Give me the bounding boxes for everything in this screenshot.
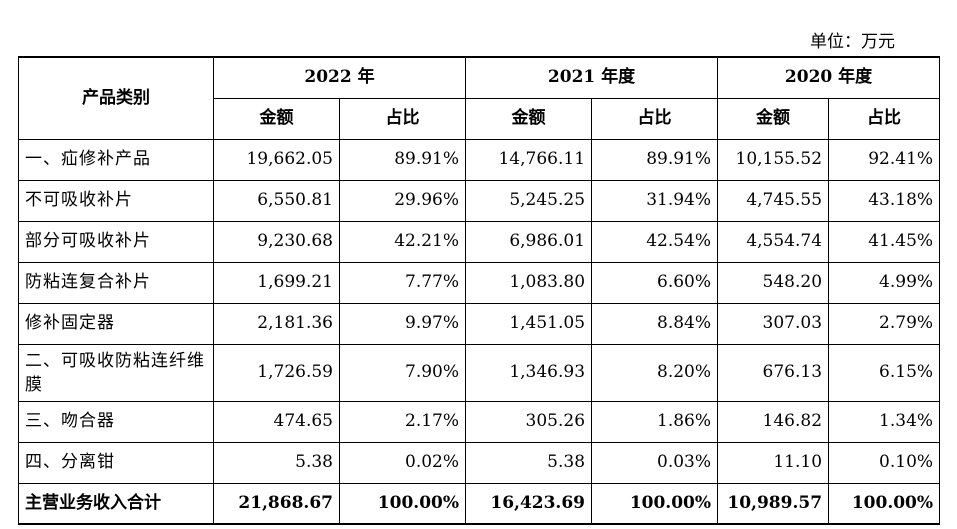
cell-ratio-2020: 92.41% <box>828 138 941 181</box>
cell-amount-2022: 5.38 <box>213 441 340 484</box>
header-amount: 金额 <box>465 97 593 140</box>
table-row: 三、吻合器 474.65 2.17% 305.26 1.86% 146.82 1… <box>18 400 941 443</box>
cell-amount-2021: 1,083.80 <box>465 261 593 304</box>
header-amount: 金额 <box>717 97 830 140</box>
row-category: 防粘连复合补片 <box>18 261 214 304</box>
total-amount-2021: 16,423.69 <box>465 482 593 525</box>
total-ratio-2022: 100.00% <box>338 482 467 525</box>
row-category: 修补固定器 <box>18 302 214 345</box>
header-ratio: 占比 <box>591 97 719 140</box>
cell-amount-2021: 305.26 <box>465 400 593 443</box>
cell-ratio-2022: 42.21% <box>338 220 467 263</box>
table-row: 不可吸收补片 6,550.81 29.96% 5,245.25 31.94% 4… <box>18 179 941 222</box>
cell-amount-2021: 5,245.25 <box>465 179 593 222</box>
cell-ratio-2021: 8.20% <box>591 343 719 402</box>
row-category: 二、可吸收防粘连纤维膜 <box>18 343 214 402</box>
cell-amount-2020: 11.10 <box>717 441 830 484</box>
header-amount: 金额 <box>213 97 340 140</box>
header-category: 产品类别 <box>18 56 214 140</box>
cell-amount-2022: 1,699.21 <box>213 261 340 304</box>
cell-amount-2020: 4,554.74 <box>717 220 830 263</box>
cell-ratio-2020: 41.45% <box>828 220 941 263</box>
cell-ratio-2022: 7.77% <box>338 261 467 304</box>
cell-ratio-2020: 1.34% <box>828 400 941 443</box>
total-ratio-2021: 100.00% <box>591 482 719 525</box>
revenue-table: 产品类别 2022 年 2021 年度 2020 年度 金额 占比 金额 占比 … <box>18 56 941 525</box>
unit-label: 单位：万元 <box>810 32 895 52</box>
cell-amount-2022: 2,181.36 <box>213 302 340 345</box>
cell-amount-2020: 548.20 <box>717 261 830 304</box>
cell-amount-2022: 474.65 <box>213 400 340 443</box>
cell-ratio-2021: 31.94% <box>591 179 719 222</box>
row-category: 一、疝修补产品 <box>18 138 214 181</box>
header-year-2022: 2022 年 <box>212 56 467 99</box>
cell-amount-2021: 5.38 <box>465 441 593 484</box>
total-category: 主营业务收入合计 <box>18 482 214 525</box>
cell-amount-2022: 6,550.81 <box>213 179 340 222</box>
cell-ratio-2021: 6.60% <box>591 261 719 304</box>
header-ratio: 占比 <box>338 97 467 140</box>
header-year-2021: 2021 年度 <box>465 56 719 99</box>
cell-ratio-2020: 4.99% <box>828 261 941 304</box>
cell-amount-2021: 6,986.01 <box>465 220 593 263</box>
total-amount-2020: 10,989.57 <box>717 482 830 525</box>
cell-ratio-2022: 29.96% <box>338 179 467 222</box>
row-category: 四、分离钳 <box>18 441 214 484</box>
row-category: 不可吸收补片 <box>18 179 214 222</box>
cell-ratio-2022: 9.97% <box>338 302 467 345</box>
cell-ratio-2020: 2.79% <box>828 302 941 345</box>
cell-amount-2020: 10,155.52 <box>717 138 830 181</box>
header-row-years: 产品类别 2022 年 2021 年度 2020 年度 <box>18 56 941 140</box>
cell-ratio-2022: 2.17% <box>338 400 467 443</box>
cell-ratio-2021: 0.03% <box>591 441 719 484</box>
cell-ratio-2021: 89.91% <box>591 138 719 181</box>
cell-amount-2020: 4,745.55 <box>717 179 830 222</box>
cell-ratio-2020: 6.15% <box>828 343 941 402</box>
total-ratio-2020: 100.00% <box>828 482 941 525</box>
cell-ratio-2020: 0.10% <box>828 441 941 484</box>
cell-amount-2021: 1,346.93 <box>465 343 593 402</box>
cell-amount-2020: 146.82 <box>717 400 830 443</box>
table-row: 修补固定器 2,181.36 9.97% 1,451.05 8.84% 307.… <box>18 302 941 345</box>
cell-ratio-2022: 89.91% <box>338 138 467 181</box>
cell-ratio-2022: 7.90% <box>338 343 467 402</box>
cell-amount-2021: 1,451.05 <box>465 302 593 345</box>
cell-amount-2021: 14,766.11 <box>465 138 593 181</box>
cell-amount-2022: 19,662.05 <box>213 138 340 181</box>
cell-amount-2022: 9,230.68 <box>213 220 340 263</box>
cell-ratio-2021: 1.86% <box>591 400 719 443</box>
cell-amount-2020: 676.13 <box>717 343 830 402</box>
table-row: 四、分离钳 5.38 0.02% 5.38 0.03% 11.10 0.10% <box>18 441 941 484</box>
row-category: 部分可吸收补片 <box>18 220 214 263</box>
total-amount-2022: 21,868.67 <box>213 482 340 525</box>
header-row-metrics: 金额 占比 金额 占比 金额 占比 <box>19 97 941 140</box>
table-row: 防粘连复合补片 1,699.21 7.77% 1,083.80 6.60% 54… <box>18 261 941 304</box>
cell-amount-2022: 1,726.59 <box>213 343 340 402</box>
total-row: 主营业务收入合计 21,868.67 100.00% 16,423.69 100… <box>18 482 941 525</box>
table-row: 一、疝修补产品 19,662.05 89.91% 14,766.11 89.91… <box>18 138 941 181</box>
cell-ratio-2022: 0.02% <box>338 441 467 484</box>
cell-ratio-2021: 42.54% <box>591 220 719 263</box>
table-row: 部分可吸收补片 9,230.68 42.21% 6,986.01 42.54% … <box>18 220 941 263</box>
table-row: 二、可吸收防粘连纤维膜 1,726.59 7.90% 1,346.93 8.20… <box>18 343 941 402</box>
header-ratio: 占比 <box>828 97 941 140</box>
header-year-2020: 2020 年度 <box>717 56 941 99</box>
cell-ratio-2021: 8.84% <box>591 302 719 345</box>
cell-ratio-2020: 43.18% <box>828 179 941 222</box>
cell-amount-2020: 307.03 <box>717 302 830 345</box>
row-category: 三、吻合器 <box>18 400 214 443</box>
